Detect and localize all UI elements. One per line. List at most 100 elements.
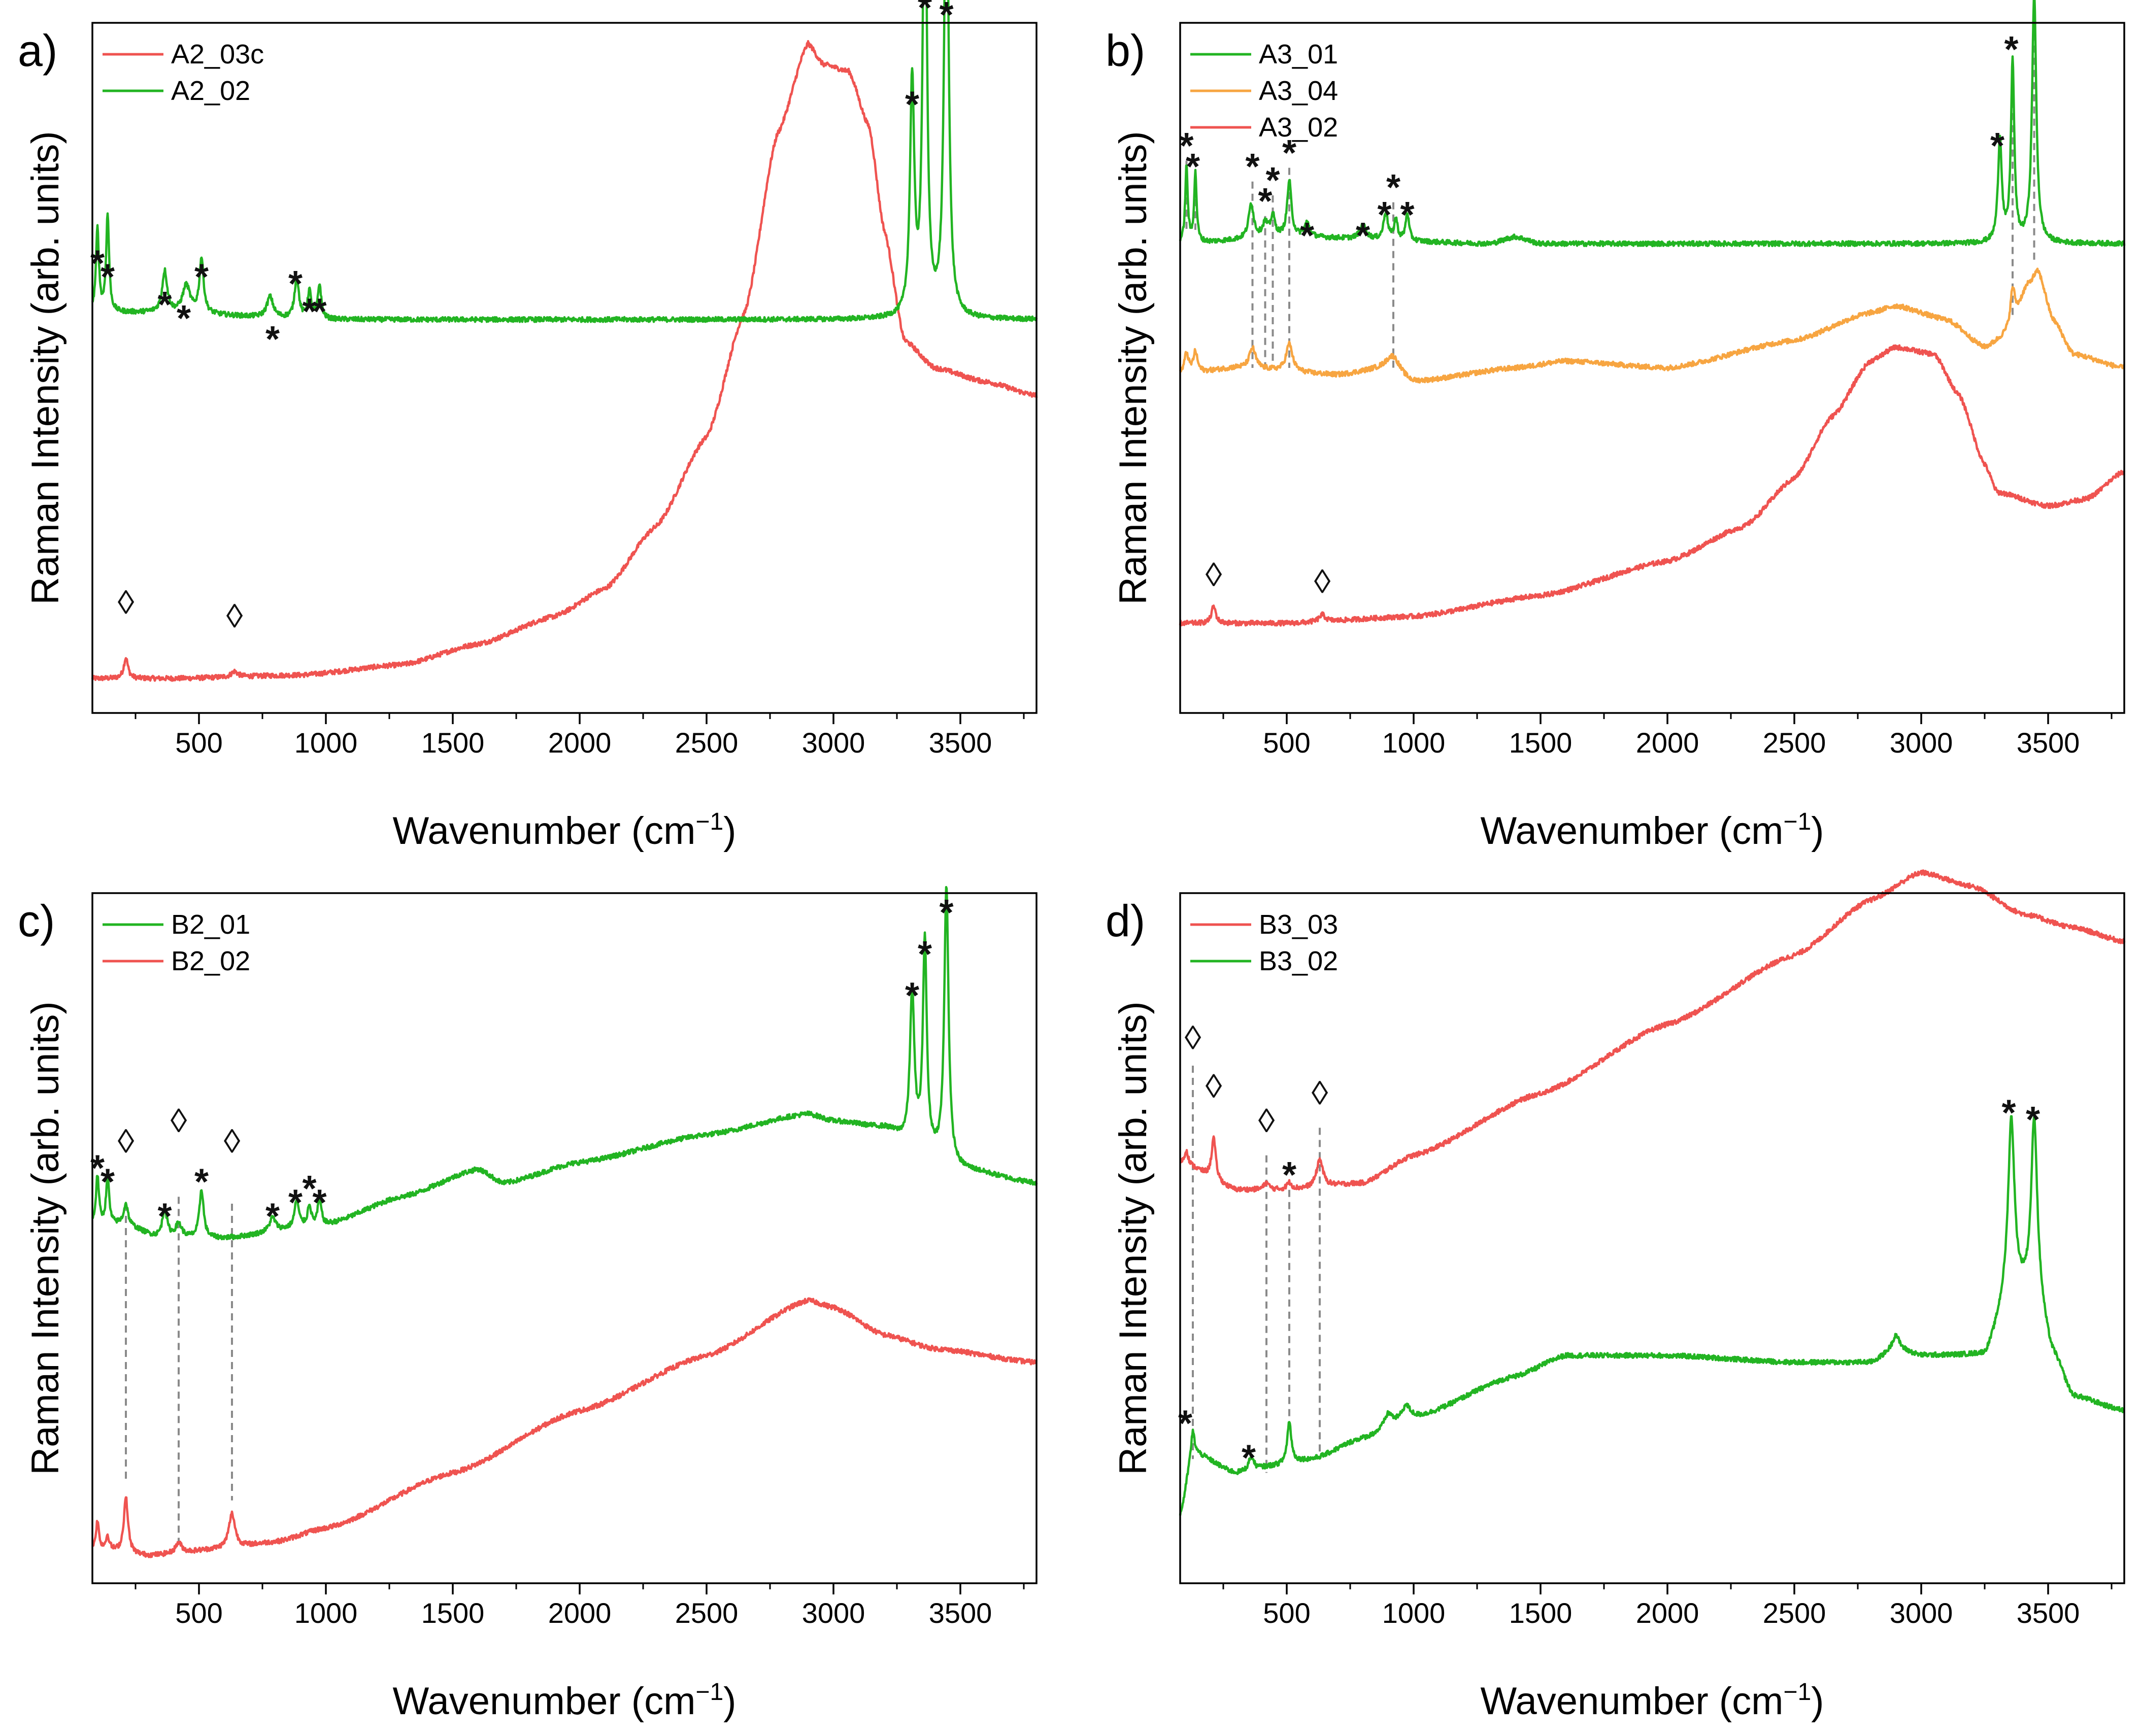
series-line-A3_04 xyxy=(1179,267,2125,384)
star-marker: * xyxy=(2026,0,2040,15)
y-axis-label: Raman Intensity (arb. units) xyxy=(1112,131,1155,605)
plot-frame xyxy=(91,22,1038,714)
x-tick-label: 1500 xyxy=(1509,727,1573,759)
star-marker: * xyxy=(2004,29,2018,70)
star-marker: * xyxy=(918,0,932,28)
y-axis-label: Raman Intensity (arb. units) xyxy=(1112,1001,1155,1475)
x-axis-label: Wavenumber (cm−1) xyxy=(1481,1679,1824,1723)
panel-c: ***** * *****◊◊◊500 1000 1500 2000 2500 3000 350… xyxy=(18,886,1038,1723)
star-marker: * xyxy=(2026,1100,2040,1140)
panel-b: **************◊◊500100015002000250030003… xyxy=(1106,0,2126,853)
star-marker: * xyxy=(157,1197,172,1237)
panel-d: **** *◊◊◊◊500 1000 1500 2000 2500 3000 3500Wave… xyxy=(1106,869,2126,1723)
star-marker: * xyxy=(157,285,172,325)
x-tick-label: 2000 xyxy=(548,1597,612,1629)
x-axis-label-close: ) xyxy=(1811,809,1824,853)
star-marker: * xyxy=(265,1197,280,1237)
x-axis-label-close: ) xyxy=(723,809,736,853)
x-tick-label: 2000 xyxy=(1636,727,1699,759)
series-line-A3_01 xyxy=(1179,0,2126,248)
star-marker: * xyxy=(1282,133,1296,174)
x-axis-label: Wavenumber (cm−1) xyxy=(393,1679,737,1723)
x-axis-label-superscript: −1 xyxy=(695,808,723,835)
diamond-marker: ◊ xyxy=(118,1122,135,1160)
legend-label: A3_01 xyxy=(1259,39,1338,70)
plot-frame xyxy=(1179,892,2125,1584)
diamond-marker: ◊ xyxy=(1206,556,1222,593)
star-marker: * xyxy=(905,975,919,1016)
x-tick-label: 3000 xyxy=(802,1597,865,1629)
star-marker: * xyxy=(288,264,303,304)
legend-label: B2_02 xyxy=(171,946,250,976)
x-tick-label: 3500 xyxy=(2017,1597,2080,1629)
x-axis-label-close: ) xyxy=(723,1680,736,1723)
x-tick-label: 2500 xyxy=(675,1597,739,1629)
series-line-B3_03 xyxy=(1179,869,2126,1193)
star-marker: * xyxy=(1990,126,2004,166)
series-line-A3_02 xyxy=(1179,344,2126,627)
x-tick-label: 500 xyxy=(1263,1597,1310,1629)
legend-label: B3_03 xyxy=(1259,909,1338,940)
plot-frame xyxy=(1179,22,2125,714)
star-marker: * xyxy=(288,1182,303,1223)
legend-label: B2_01 xyxy=(171,909,250,940)
legend-label: A2_03c xyxy=(171,39,264,70)
star-marker: * xyxy=(312,292,326,332)
series-line-B2_01 xyxy=(91,886,1038,1241)
star-marker: * xyxy=(265,319,280,360)
x-axis-label: Wavenumber (cm−1) xyxy=(1481,808,1824,853)
x-tick-label: 1500 xyxy=(421,727,485,759)
plot-frame xyxy=(91,892,1038,1584)
star-marker: * xyxy=(1282,1155,1296,1196)
x-tick-label: 2500 xyxy=(1763,1597,1826,1629)
x-tick-label: 500 xyxy=(175,1597,222,1629)
star-marker: * xyxy=(1265,160,1280,201)
star-marker: * xyxy=(905,85,919,125)
star-marker: * xyxy=(1258,181,1272,222)
x-tick-label: 3500 xyxy=(2017,727,2080,759)
star-marker: * xyxy=(177,298,191,339)
star-marker: * xyxy=(302,292,316,332)
x-tick-label: 1000 xyxy=(294,727,358,759)
series-line-A2_02 xyxy=(91,0,1038,323)
diamond-marker: ◊ xyxy=(1312,1074,1328,1111)
star-marker: * xyxy=(1356,216,1370,256)
x-tick-label: 2500 xyxy=(675,727,739,759)
y-axis-label: Raman Intensity (arb. units) xyxy=(24,131,67,605)
star-marker: * xyxy=(939,893,953,933)
panel-label: b) xyxy=(1106,25,1145,76)
x-tick-label: 3000 xyxy=(1890,1597,1953,1629)
star-marker: * xyxy=(194,1162,209,1203)
series-line-B2_02 xyxy=(91,1297,1038,1558)
star-marker: * xyxy=(101,257,115,298)
diamond-marker: ◊ xyxy=(1206,1067,1222,1105)
diamond-marker: ◊ xyxy=(1314,563,1331,600)
diamond-marker: ◊ xyxy=(224,1122,241,1160)
legend-label: B3_02 xyxy=(1259,946,1338,976)
x-axis-label: Wavenumber (cm−1) xyxy=(393,808,737,853)
panel-label: d) xyxy=(1106,896,1145,946)
star-marker: * xyxy=(1245,147,1259,187)
diamond-marker: ◊ xyxy=(1185,1019,1201,1057)
x-axis-label-text: Wavenumber (cm xyxy=(1481,809,1784,853)
star-marker: * xyxy=(1186,147,1200,187)
x-axis-label-text: Wavenumber (cm xyxy=(393,1680,696,1723)
x-tick-label: 500 xyxy=(1263,727,1310,759)
x-tick-label: 500 xyxy=(175,727,222,759)
x-tick-label: 3500 xyxy=(929,727,992,759)
x-tick-label: 3000 xyxy=(1890,727,1953,759)
x-axis-label-superscript: −1 xyxy=(1783,808,1811,835)
legend-label: A2_02 xyxy=(171,76,250,106)
diamond-marker: ◊ xyxy=(1258,1102,1275,1139)
legend-label: A3_02 xyxy=(1259,112,1338,143)
panel-label: a) xyxy=(18,25,57,76)
panel-label: c) xyxy=(18,896,55,946)
star-marker: * xyxy=(1400,195,1414,235)
star-marker: * xyxy=(101,1162,115,1203)
star-marker: * xyxy=(1179,126,1193,166)
x-tick-label: 1500 xyxy=(421,1597,485,1629)
x-tick-label: 2000 xyxy=(1636,1597,1699,1629)
series-line-B3_02 xyxy=(1179,1114,2125,1516)
star-marker: * xyxy=(918,934,932,975)
